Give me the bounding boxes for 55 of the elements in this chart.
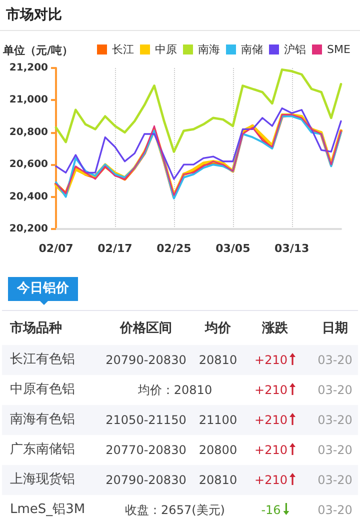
- text: 今日铝价: [8, 277, 78, 301]
- y-axis-title: 单位（元/吨）: [2, 44, 74, 57]
- category-label: 南海有色铝: [10, 412, 75, 427]
- y-tick-label: 20,200: [9, 224, 48, 234]
- text: +210: [254, 413, 288, 427]
- category-label: 中原有色铝: [10, 382, 75, 397]
- x-tick-label: 02/17: [98, 242, 132, 255]
- text: -16: [261, 503, 281, 517]
- text: 20810: [198, 353, 238, 367]
- text: 21050-21150: [106, 413, 186, 427]
- legend-label: 南储: [241, 43, 263, 56]
- legend-label: 中原: [155, 43, 177, 56]
- category-label: 长江有色铝: [10, 352, 75, 367]
- text: 03-20: [318, 413, 352, 427]
- text: 20790-20830: [106, 353, 186, 367]
- y-tick-label: 20,400: [9, 191, 48, 202]
- y-tick-label: 20,800: [9, 126, 48, 138]
- category-label: 均价: [205, 320, 231, 338]
- y-tick-label: 21,000: [9, 94, 48, 106]
- text: +210: [254, 473, 288, 487]
- category-label: 市场品种: [10, 320, 62, 338]
- text: +210: [254, 383, 288, 397]
- text: 03-20: [318, 473, 352, 487]
- chart-title: 市场对比: [0, 0, 360, 31]
- legend-label: SME: [327, 43, 350, 56]
- x-tick-label: 03/13: [274, 242, 310, 255]
- text: 20790-20830: [106, 473, 186, 487]
- text: +210: [254, 353, 288, 367]
- text: 20800: [198, 443, 238, 457]
- category-label: 广东南储铝: [10, 442, 75, 457]
- y-tick-label: 21,200: [9, 62, 48, 74]
- category-label: LmeS_铝3M: [10, 502, 86, 517]
- category-label: 涨跌: [262, 320, 288, 338]
- text: 21100: [198, 413, 238, 427]
- legend-label: 长江: [112, 43, 134, 56]
- category-label: 价格区间: [120, 320, 172, 338]
- category-label: 上海现货铝: [10, 472, 75, 487]
- text: 03-20: [318, 353, 352, 367]
- text: 03-20: [318, 503, 352, 517]
- text: 20770-20830: [106, 443, 186, 457]
- line-series: [55, 107, 342, 180]
- text: 收盘：2657(美元): [125, 503, 225, 517]
- legend-label: 南海: [198, 43, 220, 56]
- x-tick-label: 02/07: [38, 242, 74, 255]
- text: 03-20: [318, 443, 352, 457]
- y-tick-label: 20,600: [9, 159, 48, 170]
- x-tick-label: 02/25: [156, 242, 192, 255]
- text: 均价：20810: [138, 383, 212, 397]
- x-tick-label: 03/05: [216, 242, 250, 255]
- text: 20810: [198, 473, 238, 487]
- text: +210: [254, 443, 288, 457]
- legend-label: 沪铝: [284, 43, 306, 56]
- line-series: [54, 68, 342, 153]
- text: 03-20: [318, 383, 352, 397]
- category-label: 日期: [322, 320, 348, 338]
